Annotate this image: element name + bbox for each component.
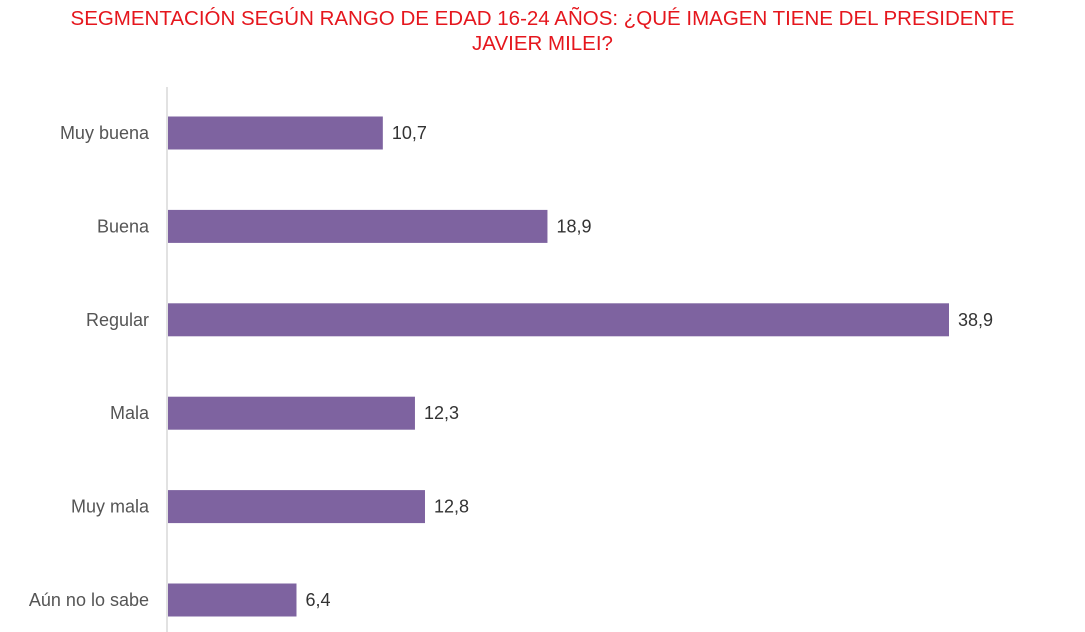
chart-title-line-2: JAVIER MILEI?: [472, 32, 613, 55]
category-label: Muy mala: [71, 497, 150, 517]
value-label: 18,9: [556, 216, 591, 236]
bar-0: [168, 116, 383, 150]
value-label: 6,4: [305, 590, 330, 610]
bar-1: [168, 209, 548, 243]
chart-title-line-1: SEGMENTACIÓN SEGÚN RANGO DE EDAD 16-24 A…: [70, 7, 1015, 30]
category-label: Mala: [110, 403, 150, 423]
bar-4: [168, 490, 425, 524]
chart-title: SEGMENTACIÓN SEGÚN RANGO DE EDAD 16-24 A…: [0, 6, 1085, 56]
bar-3: [168, 396, 415, 430]
category-label: Aún no lo sabe: [29, 590, 149, 610]
value-label: 12,3: [424, 403, 459, 423]
category-label: Regular: [86, 310, 149, 330]
value-label: 10,7: [392, 123, 427, 143]
category-label: Buena: [97, 216, 150, 236]
value-label: 38,9: [958, 310, 993, 330]
bar-5: [168, 583, 297, 617]
category-label: Muy buena: [60, 123, 150, 143]
bar-2: [168, 303, 949, 337]
value-label: 12,8: [434, 497, 469, 517]
